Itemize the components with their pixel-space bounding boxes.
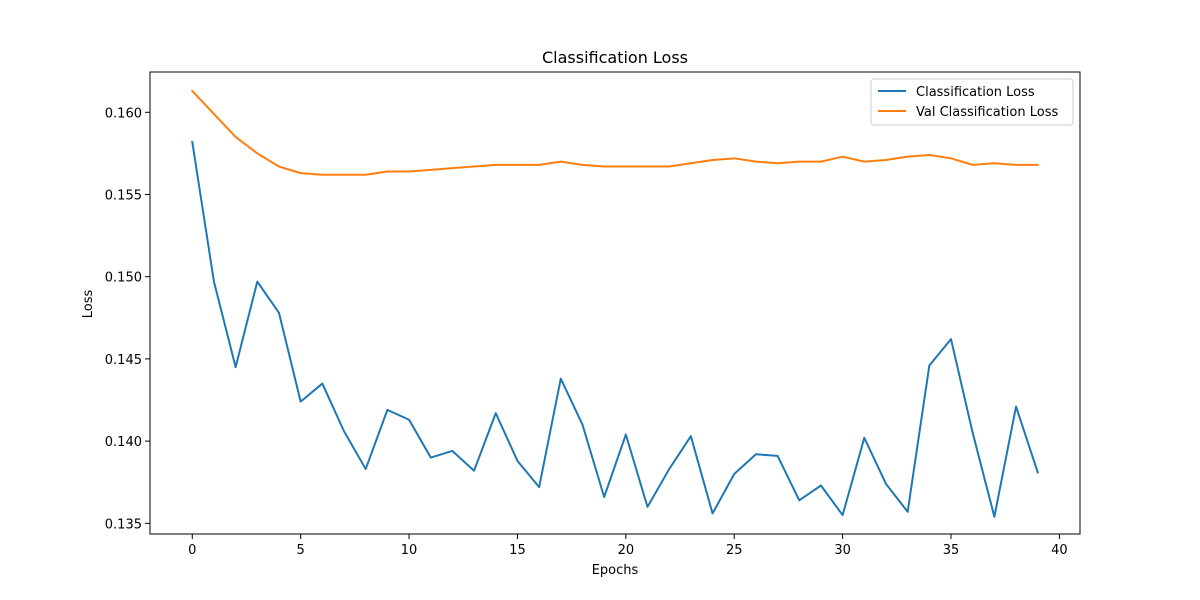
y-tick-label: 0.135 — [105, 517, 142, 532]
x-tick-label: 0 — [188, 543, 196, 558]
x-tick-label: 10 — [401, 543, 418, 558]
y-axis-label: Loss — [81, 290, 96, 319]
y-tick-label: 0.150 — [105, 271, 142, 286]
y-tick-label: 0.145 — [105, 353, 142, 368]
axes-frame — [149, 71, 1081, 535]
x-tick-label: 5 — [297, 543, 305, 558]
y-tick-label: 0.155 — [105, 188, 142, 203]
x-tick-label: 35 — [943, 543, 960, 558]
y-tick-label: 0.140 — [105, 435, 142, 450]
series-line-val-classification-loss — [190, 89, 1039, 176]
x-tick-label: 30 — [834, 543, 851, 558]
y-tick-label: 0.160 — [105, 106, 142, 121]
x-axis-label: Epochs — [592, 563, 639, 578]
chart-title: Classification Loss — [542, 48, 688, 67]
legend: Classification Loss Val Classification L… — [870, 78, 1074, 126]
legend-box — [870, 78, 1074, 126]
x-tick-label: 40 — [1051, 543, 1068, 558]
series-line-classification-loss — [191, 140, 1039, 518]
legend-label-classification-loss: Classification Loss — [916, 85, 1035, 100]
x-tick-label: 15 — [509, 543, 526, 558]
x-tick-label: 25 — [726, 543, 743, 558]
legend-label-val-classification-loss: Val Classification Loss — [916, 105, 1058, 120]
plot-area: 0 5 10 15 20 25 30 35 40 0.135 0.140 0.145 0.150 0.15… — [105, 71, 1081, 558]
x-tick-label: 20 — [618, 543, 635, 558]
